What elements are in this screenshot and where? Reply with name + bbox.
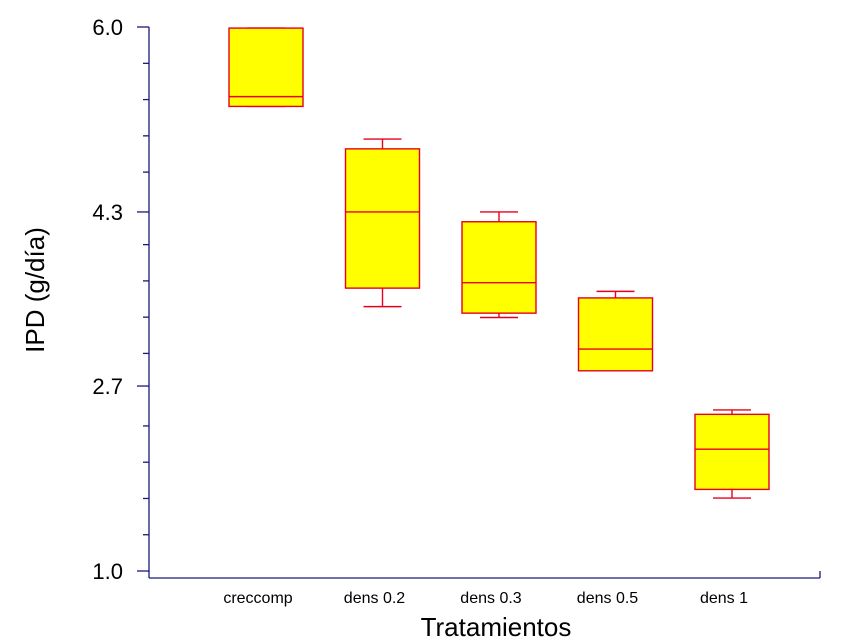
x-tick-label: dens 1 — [700, 590, 748, 607]
x-tick-label: dens 0.2 — [344, 590, 405, 607]
y-axis-title: IPD (g/día) — [20, 227, 50, 353]
x-tick-label: dens 0.3 — [460, 590, 521, 607]
box-dens-0-3 — [461, 211, 537, 319]
x-tick-label: dens 0.5 — [577, 590, 638, 607]
box-iqr — [694, 413, 770, 491]
box-iqr — [461, 221, 537, 314]
box-dens-0-5 — [577, 290, 654, 372]
box-creccomp — [228, 27, 304, 108]
x-tick-label: creccomp — [223, 590, 292, 607]
box-iqr — [228, 27, 304, 108]
box-series — [228, 27, 770, 499]
y-tick-label: 1.0 — [92, 559, 123, 584]
box-iqr — [577, 297, 654, 372]
box-dens-1 — [694, 409, 770, 499]
x-axis: creccomp dens 0.2 dens 0.3 dens 0.5 dens 1 — [148, 571, 821, 607]
y-tick-label: 6.0 — [92, 15, 123, 40]
box-iqr — [344, 148, 421, 289]
x-axis-title: Tratamientos — [421, 612, 572, 642]
y-tick-label: 4.3 — [92, 200, 123, 225]
y-tick-label: 2.7 — [92, 374, 123, 399]
y-axis: 1.0 2.7 4.3 6.0 — [92, 15, 150, 584]
box-dens-0-2 — [344, 138, 421, 308]
